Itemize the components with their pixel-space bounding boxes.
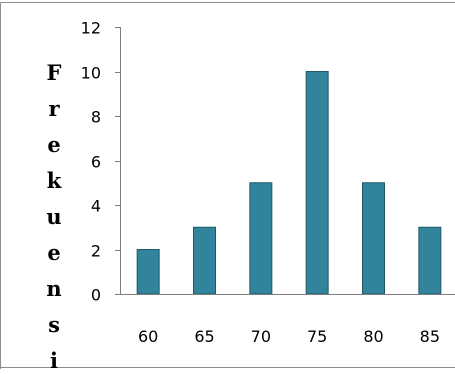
- bar-85: [418, 226, 442, 295]
- bar-80: [362, 182, 385, 295]
- y-axis-label-char: n: [46, 276, 61, 301]
- y-axis-label-char: r: [48, 96, 60, 121]
- y-tick-label: 12: [81, 19, 101, 38]
- x-tick-label: 60: [138, 327, 158, 346]
- x-tick-label: 75: [307, 327, 327, 346]
- y-tick-label: 4: [91, 197, 101, 216]
- y-axis-label-char: k: [47, 168, 62, 193]
- y-tick-label: 10: [81, 64, 101, 83]
- bar-series: [136, 71, 442, 295]
- x-tick-label: 70: [251, 327, 271, 346]
- y-axis-label-char: e: [47, 132, 60, 157]
- y-tick-label: 0: [91, 286, 101, 305]
- bar-60: [136, 249, 160, 295]
- y-axis-label-char: e: [47, 240, 60, 265]
- y-axis-label-char: i: [50, 348, 58, 369]
- y-axis-label-char: F: [47, 60, 62, 85]
- y-tick-label: 8: [91, 108, 101, 127]
- x-tick-label: 80: [363, 327, 383, 346]
- bar-70: [249, 182, 273, 295]
- y-axis: 0 2 4 6 8 10 12: [81, 19, 121, 305]
- x-axis: 60 65 70 75 80 85: [115, 294, 455, 346]
- y-axis-label-char: u: [46, 204, 61, 229]
- x-tick-label: 65: [194, 327, 214, 346]
- bar-65: [193, 226, 216, 295]
- y-tick-label: 6: [91, 153, 101, 172]
- y-axis-label-char: s: [48, 312, 60, 337]
- x-tick-label: 85: [420, 327, 440, 346]
- y-tick-label: 2: [91, 242, 101, 261]
- bar-75: [305, 71, 329, 295]
